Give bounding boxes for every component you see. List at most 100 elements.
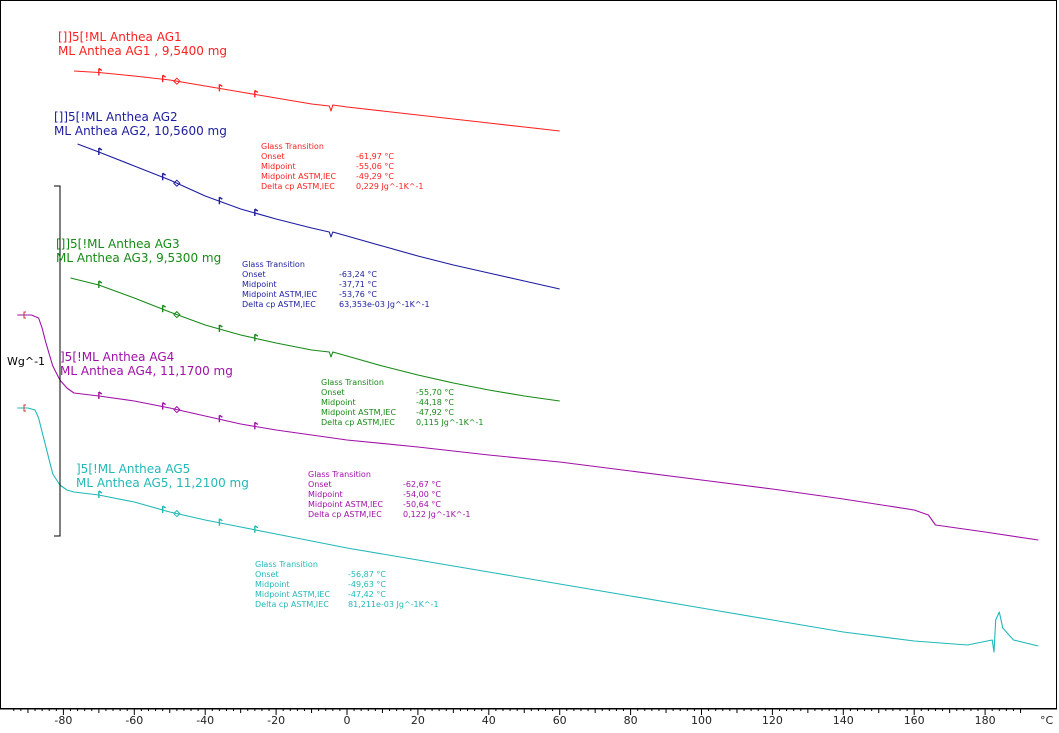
integration-start-marker (23, 404, 26, 412)
y-scale-bracket (54, 185, 61, 537)
glass-transition-value: -50,64 °C (403, 500, 441, 509)
x-tick-label: -40 (196, 714, 215, 727)
plot-frame (0, 0, 1057, 709)
glass-transition-annotation-ag4: Glass Transition Onset -62,67 °C Midpoint -5… (308, 470, 471, 520)
x-axis (0, 708, 1057, 715)
x-tick-label: -60 (125, 714, 144, 727)
series-line-ag5 (17, 407, 1039, 653)
glass-transition-value: 63,353e-03 Jg^-1K^-1 (339, 300, 430, 309)
glass-transition-row: Midpoint ASTM,IEC -53,76 °C (242, 290, 377, 300)
curve-title-ag5: ]5[!ML Anthea AG5 ML Anthea AG5, 11,2100 … (76, 462, 249, 490)
glass-transition-header: Glass Transition (261, 142, 324, 151)
glass-transition-value: -56,87 °C (348, 570, 386, 579)
curve-sample-info: ML Anthea AG1 , 9,5400 mg (58, 44, 228, 58)
curve-name: ]5[!ML Anthea AG4 (60, 350, 175, 364)
integration-start-marker (23, 311, 26, 319)
limit-marker (218, 83, 223, 92)
limit-marker (218, 196, 223, 205)
curve-sample-info: ML Anthea AG2, 10,5600 mg (54, 124, 227, 138)
glass-transition-value: -47,42 °C (348, 590, 386, 599)
glass-transition-value: -55,06 °C (356, 162, 394, 171)
series-line-ag3 (70, 277, 560, 402)
glass-transition-label: Delta cp ASTM,IEC (308, 510, 382, 519)
glass-transition-header: Glass Transition (321, 378, 384, 387)
glass-transition-value: -47,92 °C (416, 408, 454, 417)
glass-transition-header: Glass Transition (242, 260, 305, 269)
glass-transition-annotation-ag2: Glass Transition Onset -63,24 °C Midpoint -3… (242, 260, 430, 310)
glass-transition-row: Delta cp ASTM,IEC 81,211e-03 Jg^-1K^-1 (255, 600, 439, 610)
x-tick-label: 0 (343, 714, 351, 727)
limit-marker (161, 172, 167, 181)
glass-transition-label: Onset (321, 388, 345, 397)
x-tick-label: 140 (832, 714, 854, 727)
glass-transition-value: 0,115 Jg^-1K^-1 (416, 418, 484, 427)
midpoint-marker (173, 509, 181, 518)
series-line-ag1 (73, 70, 560, 132)
glass-transition-row: Midpoint -54,00 °C (308, 490, 441, 500)
limit-marker (254, 89, 259, 98)
limit-marker (254, 333, 259, 342)
glass-transition-header: Glass Transition (255, 560, 318, 569)
limit-marker (254, 421, 259, 430)
glass-transition-row: Midpoint ASTM,IEC -49,29 °C (261, 172, 394, 182)
limit-marker (161, 402, 167, 410)
x-axis-unit-label: °C (1040, 714, 1054, 727)
glass-transition-label: Delta cp ASTM,IEC (261, 182, 335, 191)
glass-transition-annotation-ag3: Glass Transition Onset -55,70 °C Midpoint -4… (321, 378, 484, 428)
series-line-ag2 (77, 143, 560, 290)
x-tick-label: 100 (691, 714, 712, 727)
limit-marker (161, 74, 167, 83)
glass-transition-row: Onset -62,67 °C (308, 480, 441, 490)
glass-transition-annotation-ag5: Glass Transition Onset -56,87 °C Midpoint -4… (255, 560, 439, 610)
limit-marker (98, 391, 103, 399)
limit-marker (161, 505, 167, 513)
limit-marker (98, 67, 103, 76)
curve-title-ag4: ]5[!ML Anthea AG4 ML Anthea AG4, 11,1700 … (60, 350, 233, 378)
x-tick-label: 180 (974, 714, 996, 727)
glass-transition-row: Midpoint ASTM,IEC -47,92 °C (321, 408, 454, 418)
midpoint-marker (173, 310, 181, 319)
midpoint-marker (173, 77, 181, 85)
midpoint-marker (173, 405, 181, 414)
glass-transition-row: Delta cp ASTM,IEC 63,353e-03 Jg^-1K^-1 (242, 300, 430, 310)
x-tick-label: 60 (552, 714, 567, 727)
curve-name: []]5[!ML Anthea AG3 (56, 237, 180, 251)
x-tick-label: -80 (54, 714, 73, 727)
midpoint-marker (173, 179, 181, 187)
glass-transition-label: Onset (261, 152, 285, 161)
glass-transition-row: Midpoint -37,71 °C (242, 280, 377, 290)
x-tick-label: 120 (761, 714, 783, 727)
x-tick-label: -20 (267, 714, 286, 727)
glass-transition-label: Midpoint ASTM,IEC (261, 172, 337, 181)
glass-transition-row: Onset -61,97 °C (261, 152, 394, 162)
limit-marker (254, 208, 259, 216)
glass-transition-value: -63,24 °C (339, 270, 377, 279)
glass-transition-label: Delta cp ASTM,IEC (255, 600, 329, 609)
glass-transition-value: -62,67 °C (403, 480, 441, 489)
glass-transition-value: 0,122 Jg^-1K^-1 (403, 510, 471, 519)
x-tick-label: 160 (903, 714, 925, 727)
limit-marker (98, 490, 103, 498)
glass-transition-label: Midpoint ASTM,IEC (255, 590, 331, 599)
glass-transition-value: -44,18 °C (416, 398, 454, 407)
glass-transition-label: Midpoint (308, 490, 343, 499)
glass-transition-label: Onset (242, 270, 266, 279)
curve-title-ag3: []]5[!ML Anthea AG3 ML Anthea AG3, 9,5300… (56, 237, 221, 265)
glass-transition-row: Midpoint ASTM,IEC -47,42 °C (255, 590, 386, 600)
glass-transition-row: Midpoint -44,18 °C (321, 398, 454, 408)
glass-transition-label: Delta cp ASTM,IEC (242, 300, 316, 309)
glass-transition-label: Onset (308, 480, 332, 489)
glass-transition-row: Delta cp ASTM,IEC 0,115 Jg^-1K^-1 (321, 418, 484, 428)
glass-transition-header: Glass Transition (308, 470, 371, 479)
limit-marker (218, 414, 223, 423)
limit-marker (218, 518, 223, 526)
glass-transition-label: Midpoint ASTM,IEC (321, 408, 397, 417)
glass-transition-label: Delta cp ASTM,IEC (321, 418, 395, 427)
curve-title-ag2: []]5[!ML Anthea AG2 ML Anthea AG2, 10,560… (54, 110, 227, 138)
series-line-ag4 (17, 314, 1039, 541)
glass-transition-value: -61,97 °C (356, 152, 394, 161)
curve-name: ]5[!ML Anthea AG5 (76, 462, 191, 476)
glass-transition-row: Midpoint ASTM,IEC -50,64 °C (308, 500, 441, 510)
y-scale-bar (54, 185, 61, 537)
